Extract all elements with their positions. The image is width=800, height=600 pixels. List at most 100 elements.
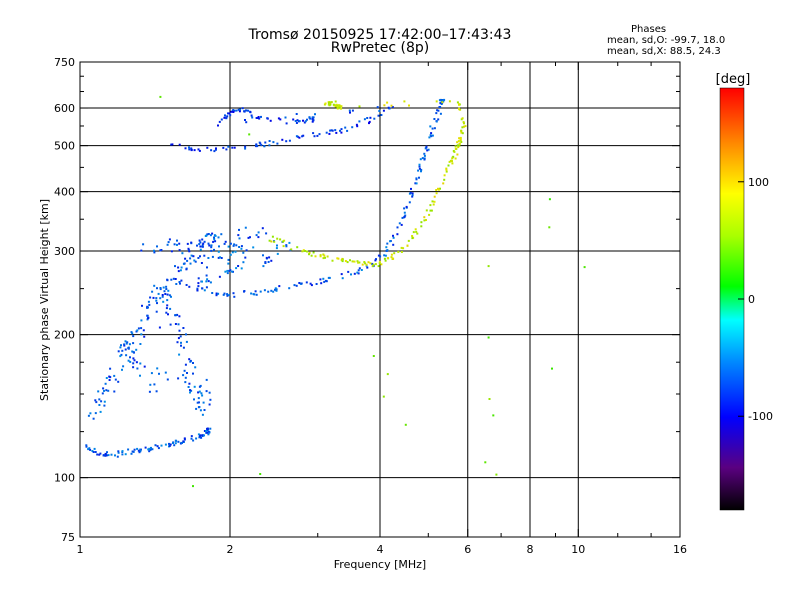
echo-point [338,106,341,109]
echo-point [124,348,127,351]
echo-point [168,294,171,297]
echo-point [227,112,229,115]
echo-point [233,243,236,246]
echo-point [324,279,327,282]
echo-point [226,293,229,296]
echo-point [312,251,315,254]
y-tick-label: 200 [54,329,75,342]
echo-point [192,485,194,488]
echo-point [135,330,138,333]
echo-point [142,243,145,246]
echo-point [214,148,217,151]
echo-point [358,267,361,270]
echo-point [320,282,323,285]
echo-point [326,255,329,258]
echo-point [184,363,187,366]
echo-point [150,372,153,375]
echo-point [268,140,271,142]
echo-point [188,146,190,149]
echo-point [189,262,192,265]
echo-point [185,267,188,270]
echo-point [108,379,111,381]
echo-point [179,269,182,272]
echo-point [414,182,417,185]
echo-point [328,101,331,104]
echo-point [418,165,421,168]
echo-point [382,109,385,112]
echo-point [170,250,173,253]
echo-point [189,389,191,392]
echo-point [89,448,92,451]
echo-point [121,368,123,371]
echo-point [131,450,134,453]
echo-point [225,117,228,120]
echo-point [247,236,250,239]
echo-point [132,362,135,365]
echo-point [492,414,495,417]
echo-point [339,107,342,110]
echo-point [379,255,382,258]
echo-point [460,129,463,132]
echo-point [140,319,143,322]
echo-point [168,238,171,241]
echo-point [356,125,359,128]
x-axis-label: Frequency [MHz] [334,558,426,571]
echo-point [224,270,227,273]
echo-point [380,114,383,116]
echo-point [132,335,135,338]
echo-point [314,113,316,116]
echo-point [264,141,267,144]
echo-point [386,249,389,252]
echo-point [460,131,463,134]
echo-point [179,442,182,445]
echo-point [159,288,162,291]
echo-point [220,257,223,259]
echo-point [423,216,426,219]
echo-point [329,103,332,106]
echo-point [239,108,242,111]
echo-point [88,447,91,450]
colorbar-tick-label: 100 [748,176,769,189]
echo-point [209,234,212,237]
echo-point [199,409,202,412]
y-tick-label: 100 [54,472,75,485]
echo-point [85,444,88,447]
echo-point [423,152,426,155]
echo-point [254,290,257,293]
echo-point [348,109,351,112]
echo-point [230,270,233,273]
echo-point [340,273,343,276]
echo-point [87,448,90,451]
echo-point [177,337,180,340]
echo-point [338,104,341,107]
echo-point [168,442,170,445]
echo-point [174,278,177,280]
echo-point [458,137,461,140]
echo-point [242,261,245,264]
echo-point [331,129,334,132]
echo-point [390,256,393,259]
echo-point [159,287,162,289]
echo-point [172,442,174,444]
echo-point [226,115,229,118]
echo-point [312,132,315,135]
echo-point [110,453,113,456]
echo-point [197,397,200,400]
echo-point [190,437,193,440]
echo-point [117,350,120,353]
colorbar-tick-label: 0 [748,293,755,306]
echo-point [371,262,374,265]
echo-point [405,205,408,208]
y-tick-label: 400 [54,186,75,199]
echo-point [198,406,201,408]
echo-point [162,286,165,289]
echo-point [274,287,277,290]
echo-point [341,277,344,280]
echo-point [337,105,340,108]
echo-point [232,244,235,247]
echo-point [495,473,498,476]
echo-point [313,135,316,138]
echo-point [215,292,218,295]
echo-point [219,256,221,259]
echo-point [199,434,202,437]
